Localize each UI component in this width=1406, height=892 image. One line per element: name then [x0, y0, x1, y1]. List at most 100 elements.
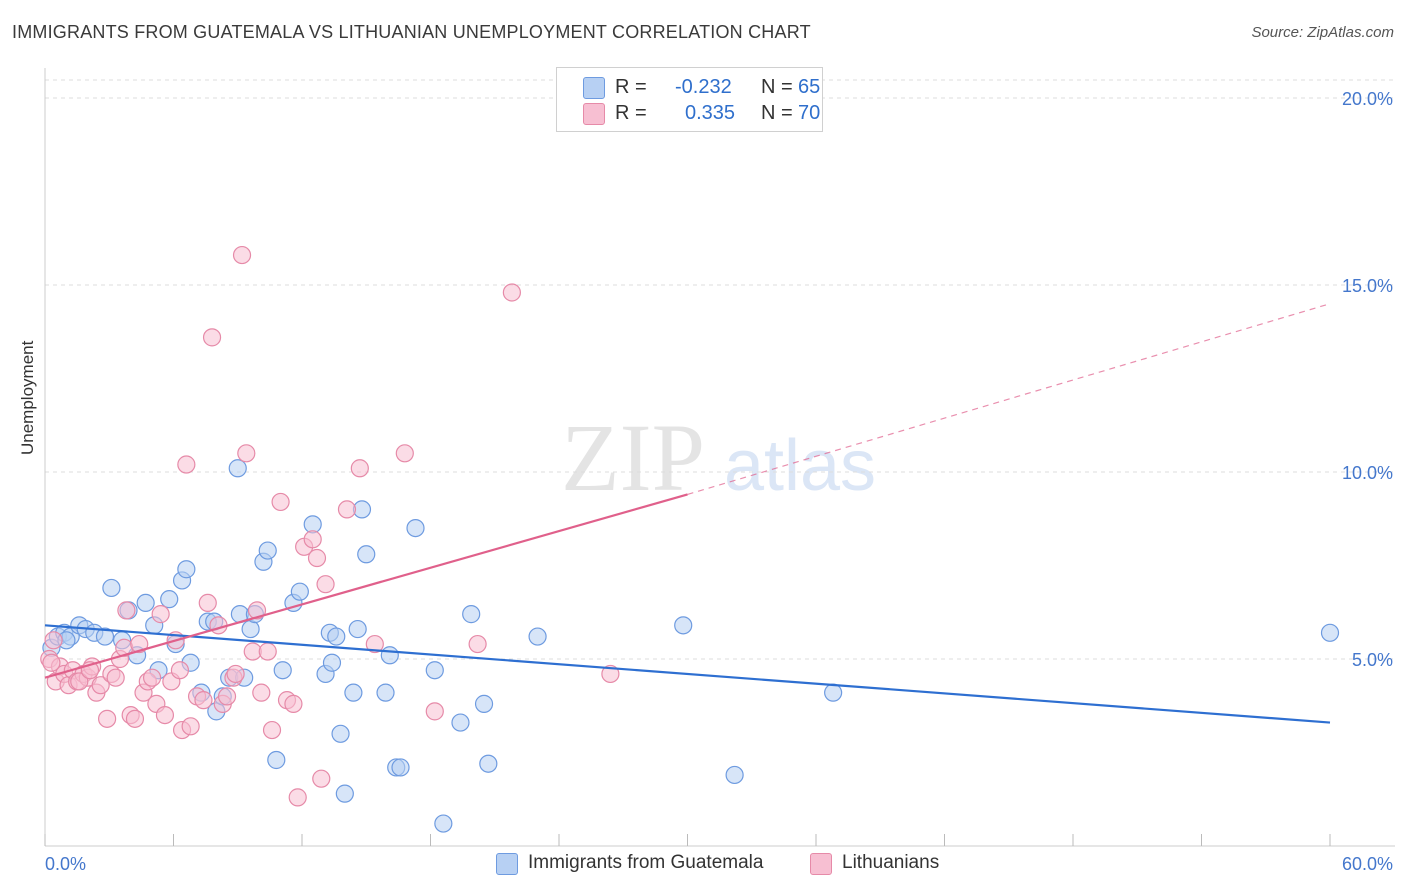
legend-label: Lithuanians: [842, 852, 940, 873]
point-guatemala: [824, 683, 843, 702]
watermark: ZIP atlas: [561, 404, 876, 511]
point-guatemala: [327, 627, 346, 646]
trend-line-lithuanians: [44, 493, 688, 679]
point-guatemala: [267, 750, 286, 770]
stats-legend: R = -0.232 N = 65 R = 0.335 N = 70: [556, 67, 823, 132]
point-lithuanians: [217, 687, 237, 706]
x-tick-label: 0.0%: [45, 854, 86, 874]
point-lithuanians: [142, 668, 162, 687]
r-label: R =: [615, 76, 647, 98]
point-guatemala: [348, 619, 367, 639]
point-guatemala: [228, 459, 247, 478]
point-guatemala: [376, 683, 395, 702]
point-guatemala: [462, 605, 481, 624]
point-guatemala: [357, 545, 376, 564]
point-lithuanians: [316, 575, 335, 594]
point-lithuanians: [252, 683, 271, 702]
y-tick-label: 15.0%: [1342, 276, 1393, 296]
point-lithuanians: [502, 283, 521, 302]
point-guatemala: [725, 765, 744, 785]
point-lithuanians: [303, 530, 322, 549]
tick-labels: 5.0% 10.0% 15.0% 20.0% 0.0% 60.0%: [45, 89, 1393, 874]
point-guatemala: [95, 627, 115, 646]
n-value: 70: [798, 102, 821, 124]
point-lithuanians: [395, 444, 414, 463]
r-value: -0.232: [675, 76, 732, 98]
trend-line-guatemala: [44, 624, 1331, 724]
watermark-atlas: atlas: [724, 426, 876, 506]
point-guatemala: [177, 560, 196, 579]
point-lithuanians: [91, 676, 110, 695]
point-guatemala: [479, 754, 498, 773]
data-points: [40, 245, 1340, 833]
r-value: 0.335: [685, 102, 736, 124]
point-lithuanians: [42, 653, 61, 672]
chart-title: IMMIGRANTS FROM GUATEMALA VS LITHUANIAN …: [12, 22, 811, 42]
point-lithuanians: [151, 605, 170, 624]
point-lithuanians: [288, 788, 307, 807]
swatch-blue: [583, 77, 605, 99]
point-guatemala: [102, 578, 121, 598]
point-lithuanians: [226, 664, 245, 684]
point-guatemala: [322, 653, 342, 672]
point-guatemala: [406, 518, 425, 538]
point-guatemala: [674, 616, 693, 635]
point-lithuanians: [70, 672, 89, 691]
point-guatemala: [136, 593, 155, 613]
point-lithuanians: [232, 245, 252, 265]
point-lithuanians: [130, 634, 149, 654]
point-lithuanians: [601, 664, 620, 684]
point-lithuanians: [258, 642, 277, 661]
axes: [44, 68, 1395, 847]
point-lithuanians: [262, 720, 282, 740]
point-guatemala: [380, 646, 399, 665]
point-guatemala: [528, 627, 547, 646]
point-guatemala: [1320, 623, 1340, 642]
point-lithuanians: [350, 459, 369, 478]
watermark-zip: ZIP: [561, 404, 705, 511]
point-lithuanians: [209, 616, 228, 635]
point-lithuanians: [98, 709, 117, 728]
point-lithuanians: [177, 455, 196, 474]
point-lithuanians: [365, 634, 384, 654]
grid: [45, 79, 1395, 660]
x-tick-label: 60.0%: [1342, 854, 1393, 874]
point-lithuanians: [237, 444, 256, 463]
point-lithuanians: [247, 601, 267, 620]
point-guatemala: [474, 694, 494, 713]
point-guatemala: [290, 582, 309, 601]
point-guatemala: [160, 590, 179, 609]
point-lithuanians: [468, 634, 487, 654]
trend-line-lithuanians-extension: [687, 303, 1331, 496]
point-guatemala: [434, 814, 453, 833]
series-legend: Immigrants from Guatemala Lithuanians: [0, 852, 1406, 876]
point-lithuanians: [202, 328, 222, 347]
point-guatemala: [273, 661, 292, 680]
point-guatemala: [391, 758, 410, 777]
point-lithuanians: [181, 717, 200, 736]
n-value: 65: [798, 76, 821, 98]
point-lithuanians: [194, 691, 213, 710]
point-guatemala: [335, 784, 354, 803]
y-tick-label: 20.0%: [1342, 89, 1393, 109]
point-lithuanians: [106, 668, 125, 687]
point-guatemala: [451, 713, 470, 732]
point-lithuanians: [425, 702, 444, 721]
swatch-blue: [496, 853, 518, 875]
point-guatemala: [344, 683, 363, 702]
point-lithuanians: [170, 661, 190, 680]
n-label: N =: [761, 76, 793, 98]
y-tick-label: 10.0%: [1342, 463, 1393, 483]
y-axis-label: Unemployment: [18, 340, 37, 455]
n-label: N =: [761, 102, 793, 124]
swatch-pink: [810, 853, 832, 875]
y-tick-label: 5.0%: [1352, 650, 1393, 670]
point-lithuanians: [198, 593, 217, 613]
point-lithuanians: [337, 500, 357, 519]
point-guatemala: [241, 619, 260, 639]
source-label: Source: ZipAtlas.com: [1251, 24, 1394, 41]
point-lithuanians: [284, 694, 303, 713]
point-lithuanians: [307, 548, 327, 568]
point-guatemala: [425, 661, 444, 680]
